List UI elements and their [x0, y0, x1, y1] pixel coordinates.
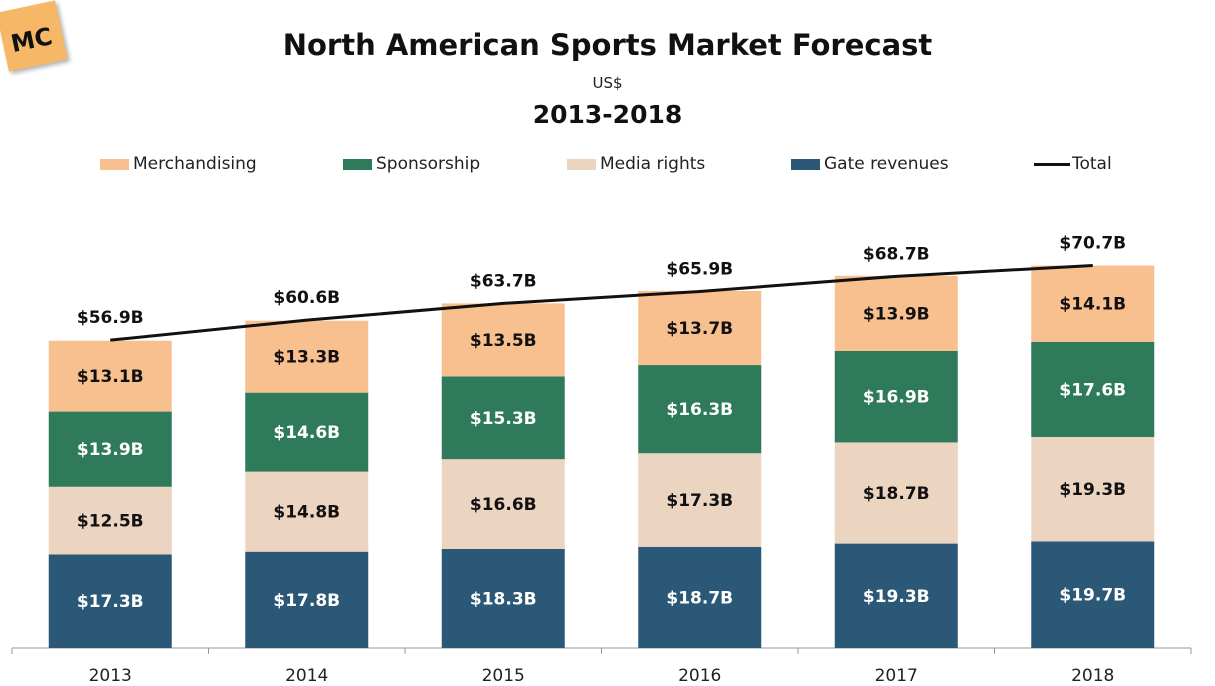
data-label: $19.3B: [1059, 480, 1126, 500]
total-label: $63.7B: [470, 271, 537, 291]
total-label: $56.9B: [77, 308, 144, 328]
data-label: $13.7B: [666, 319, 733, 339]
chart-title: North American Sports Market Forecast: [282, 28, 933, 62]
data-label: $14.8B: [273, 503, 340, 523]
data-label: $16.3B: [666, 400, 733, 420]
bar-segment-gate-revenues: [245, 551, 369, 648]
legend-swatch: [791, 158, 820, 170]
data-label: $18.3B: [470, 589, 537, 609]
bar-segment-sponsorship: [1031, 341, 1155, 438]
bar-segment-gate-revenues: [1031, 541, 1155, 648]
total-line: [110, 264, 1093, 342]
legend-total: Total: [1034, 154, 1112, 174]
bar-segment-sponsorship: [48, 411, 172, 487]
bar-segment-media-rights: [441, 459, 565, 549]
data-label: $18.7B: [666, 588, 733, 608]
bar-segment-merchandising: [834, 275, 958, 351]
total-label: $70.7B: [1059, 234, 1126, 254]
legend-swatch: [100, 158, 129, 170]
bar-segment-sponsorship: [834, 350, 958, 443]
data-label: $17.3B: [666, 491, 733, 511]
bar-segment-gate-revenues: [48, 554, 172, 648]
data-label: $17.3B: [77, 592, 144, 612]
legend-label: Total: [1072, 154, 1112, 174]
x-tick-label: 2013: [89, 666, 132, 686]
data-label: $13.5B: [470, 331, 537, 351]
x-tick-label: 2016: [678, 666, 721, 686]
legend-label: Merchandising: [133, 154, 257, 174]
bar-segment-gate-revenues: [834, 543, 958, 648]
total-label: $60.6B: [273, 288, 340, 308]
total-label: $68.7B: [863, 244, 930, 264]
legend-media-rights: Media rights: [567, 154, 705, 174]
bar-segment-media-rights: [834, 442, 958, 544]
total-label: $65.9B: [666, 259, 733, 279]
bar-segment-sponsorship: [245, 392, 369, 472]
x-tick-label: 2015: [482, 666, 525, 686]
data-label: $17.8B: [273, 591, 340, 611]
bar-segment-merchandising: [245, 320, 369, 393]
data-label: $13.9B: [863, 304, 930, 324]
data-label: $17.6B: [1059, 380, 1126, 400]
data-label: $19.7B: [1059, 586, 1126, 606]
bar-segment-gate-revenues: [441, 548, 565, 648]
bar-segment-merchandising: [441, 303, 565, 377]
legend-label: Sponsorship: [376, 154, 481, 174]
legend-sponsorship: Sponsorship: [343, 154, 480, 174]
legend-label: Gate revenues: [824, 154, 949, 174]
legend-gate-revenues: Gate revenues: [791, 154, 949, 174]
legend-merchandising: Merchandising: [100, 154, 257, 174]
data-label: $13.1B: [77, 367, 144, 387]
bar-segment-sponsorship: [441, 376, 565, 460]
bar-segment-merchandising: [638, 290, 762, 366]
data-label: $13.3B: [273, 348, 340, 368]
bar-segment-gate-revenues: [638, 546, 762, 648]
data-label: $16.6B: [470, 495, 537, 515]
legend: Merchandising Sponsorship Media rights G…: [0, 154, 1215, 176]
x-tick-label: 2018: [1071, 666, 1114, 686]
data-label: $19.3B: [863, 587, 930, 607]
data-label: $16.9B: [863, 388, 930, 408]
data-label: $18.7B: [863, 484, 930, 504]
data-label: $14.1B: [1059, 295, 1126, 315]
bar-segment-media-rights: [245, 471, 369, 552]
x-tick-label: 2017: [875, 666, 918, 686]
chart-subtitle: US$: [592, 74, 623, 92]
data-label: $13.9B: [77, 440, 144, 460]
data-label: $12.5B: [77, 512, 144, 532]
bar-segment-sponsorship: [638, 365, 762, 454]
chart-period: 2013-2018: [532, 100, 683, 129]
bar-segment-merchandising: [48, 340, 172, 412]
legend-line: [1034, 162, 1070, 166]
data-label: $14.6B: [273, 423, 340, 443]
bar-segment-media-rights: [48, 486, 172, 555]
bar-segment-media-rights: [1031, 437, 1155, 542]
legend-label: Media rights: [600, 154, 706, 174]
x-tick-label: 2014: [285, 666, 328, 686]
legend-swatch: [343, 158, 372, 170]
bar-segment-merchandising: [1031, 265, 1155, 342]
legend-swatch: [567, 158, 596, 170]
bar-segment-media-rights: [638, 453, 762, 547]
data-label: $15.3B: [470, 409, 537, 429]
